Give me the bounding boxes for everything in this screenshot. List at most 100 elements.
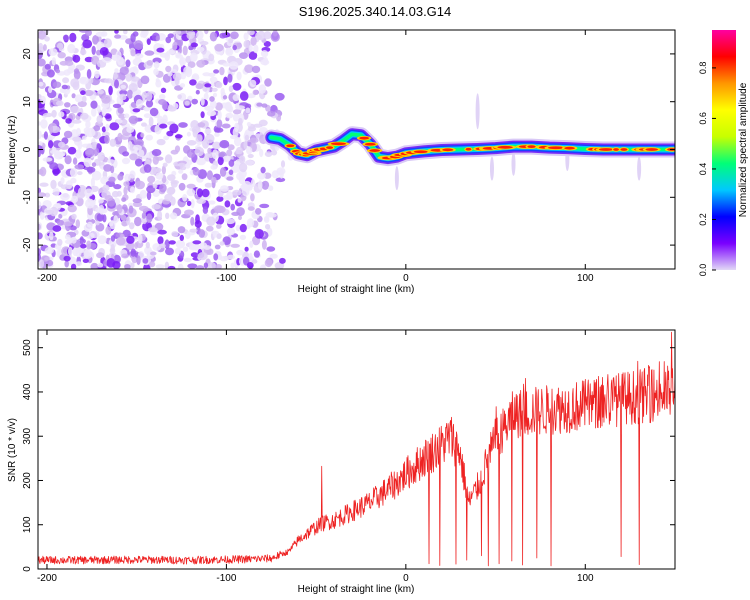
spectrogram-cell bbox=[49, 231, 54, 241]
spectrogram-cell bbox=[274, 92, 285, 101]
spectrogram-cell bbox=[60, 177, 65, 185]
spectrogram-cell bbox=[119, 93, 127, 101]
spectrogram-cell bbox=[103, 164, 112, 172]
spectrogram-cell bbox=[52, 168, 61, 175]
spectrogram-cell bbox=[108, 85, 113, 96]
spectrogram-cell bbox=[71, 195, 79, 203]
spectrogram-cell bbox=[62, 77, 70, 84]
spectrogram-cell bbox=[247, 30, 255, 36]
spectrogram-cell bbox=[150, 251, 157, 256]
spectrogram-cell bbox=[122, 229, 131, 238]
spectrogram-cell bbox=[234, 136, 242, 147]
spectrogram-cell bbox=[261, 180, 270, 190]
spectrogram-cell bbox=[179, 57, 184, 67]
spectrogram-cell bbox=[69, 167, 78, 178]
spectrogram-cell bbox=[223, 76, 228, 86]
spectrogram-cell bbox=[115, 50, 122, 60]
spectrogram-cell bbox=[70, 236, 77, 244]
spectrogram-cell bbox=[239, 155, 246, 164]
spectrogram-cell bbox=[138, 149, 145, 158]
snr-panel: -200 -100 0 100 0 100 200 300 400 500 Height of … bbox=[7, 329, 676, 595]
spectrogram-cell bbox=[70, 105, 80, 114]
spectrogram-cell bbox=[146, 38, 151, 45]
spectrogram-cell bbox=[187, 263, 198, 269]
spectrogram-cell bbox=[129, 186, 136, 194]
spectrogram-cell bbox=[174, 134, 183, 139]
spectrogram-cell bbox=[64, 102, 71, 108]
spectrogram-cell bbox=[264, 258, 273, 268]
spectrogram-cell bbox=[63, 255, 71, 262]
spectrogram-cell bbox=[134, 53, 144, 59]
spectrogram-cell bbox=[215, 102, 223, 111]
spectrogram-cell bbox=[152, 155, 159, 165]
spectrogram-cell bbox=[232, 44, 237, 51]
spectrogram-cell bbox=[196, 157, 206, 166]
spectrogram-cell bbox=[164, 239, 170, 250]
spectrogram-cell bbox=[101, 94, 111, 104]
spectrogram-cell bbox=[121, 253, 129, 259]
spectrogram-cell bbox=[113, 73, 118, 80]
spectrogram-cell bbox=[167, 174, 176, 182]
spectrogram-cell bbox=[96, 213, 105, 222]
colorbar-tick-label: 0.2 bbox=[698, 213, 708, 226]
spectrogram-cell bbox=[226, 149, 233, 157]
spectrogram-cell bbox=[38, 42, 43, 50]
spectrogram-cell bbox=[55, 68, 61, 74]
spectrogram-cell bbox=[191, 126, 201, 134]
spectrogram-cell bbox=[195, 214, 200, 225]
spectrogram-cell bbox=[135, 180, 146, 190]
spectrogram-cell bbox=[110, 244, 115, 252]
spectrogram-cell bbox=[211, 176, 217, 183]
spectrogram-cell bbox=[225, 112, 234, 119]
spectrogram-cell bbox=[197, 122, 206, 128]
spectrogram-cell bbox=[63, 221, 74, 227]
spectrogram-cell bbox=[48, 48, 58, 56]
spectrogram-cell bbox=[177, 226, 186, 234]
spectrogram-cell bbox=[251, 65, 261, 74]
spectrogram-cell bbox=[211, 87, 218, 92]
spectrogram-cell bbox=[110, 235, 116, 242]
spectrogram-cell bbox=[71, 213, 77, 220]
spectrogram-cell bbox=[128, 115, 139, 125]
spectrogram-cell bbox=[38, 232, 43, 240]
spectrogram-cell bbox=[259, 203, 270, 209]
spectrogram-cell bbox=[196, 265, 205, 269]
y-tick-label: 200 bbox=[22, 472, 33, 489]
spectrogram-cell bbox=[83, 249, 93, 259]
x-tick-label: 100 bbox=[577, 273, 594, 284]
spectrogram-cell bbox=[265, 224, 271, 230]
spectrogram-cell bbox=[183, 257, 192, 263]
spectrogram-cell bbox=[110, 165, 115, 174]
spectrogram-cell bbox=[177, 263, 184, 269]
spectrogram-hotspot-core bbox=[442, 148, 454, 152]
spectrogram-cell bbox=[64, 60, 74, 66]
spectrogram-cell bbox=[129, 153, 138, 161]
spectrogram-cell bbox=[136, 255, 141, 266]
spectrogram-cell bbox=[148, 116, 154, 127]
spectrogram-cell bbox=[95, 220, 100, 226]
spectrogram-cell bbox=[128, 205, 134, 214]
spectrogram-cell bbox=[43, 131, 49, 140]
spectrogram-cell bbox=[271, 170, 280, 179]
spectrogram-cell bbox=[213, 69, 220, 74]
spectrogram-cell bbox=[258, 84, 267, 94]
spectrogram-cell bbox=[147, 175, 156, 184]
spectrogram-cell bbox=[168, 186, 176, 195]
spectrogram-cell bbox=[97, 262, 104, 268]
spectrogram-cell bbox=[244, 134, 249, 141]
spectrogram-cell bbox=[212, 230, 217, 238]
spectrogram-cell bbox=[94, 70, 100, 79]
spectrogram-cell bbox=[202, 206, 209, 215]
spectrogram-cell bbox=[253, 250, 260, 258]
spectrogram-cell bbox=[38, 248, 41, 256]
spectrogram-cell bbox=[280, 160, 286, 168]
spectrogram-cell bbox=[86, 240, 92, 249]
spectrogram-cell bbox=[39, 210, 45, 220]
spectrogram-cell bbox=[149, 107, 159, 117]
y-tick-label: 300 bbox=[22, 427, 33, 444]
spectrogram-cell bbox=[40, 95, 46, 105]
spectrogram-cell bbox=[165, 65, 172, 73]
spectrogram-hotspot-core bbox=[286, 144, 295, 148]
spectrogram-cell bbox=[191, 98, 198, 105]
spectrogram-cell bbox=[236, 207, 245, 217]
